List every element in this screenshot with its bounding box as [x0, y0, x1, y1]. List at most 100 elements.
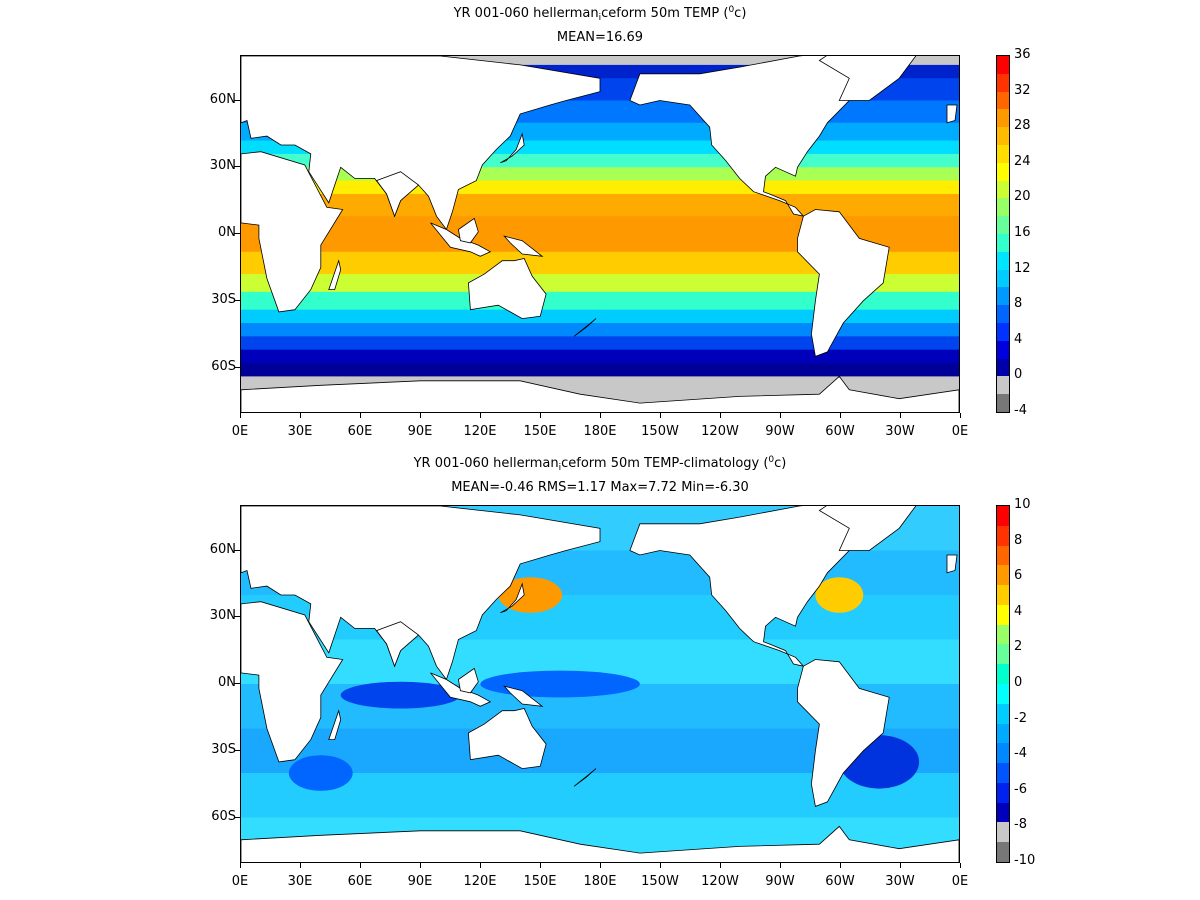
colorbar-segment [997, 545, 1009, 566]
lon-tick [720, 413, 721, 418]
lon-tick [300, 413, 301, 418]
landmass-india-ext [375, 171, 420, 218]
lon-tick-label: 150W [641, 424, 679, 439]
colorbar-segment [997, 56, 1009, 75]
landmass-north-america [629, 506, 860, 667]
lon-tick [960, 863, 961, 868]
panel-title: YR 001-060 hellermaniceform 50m TEMP (0c… [453, 5, 747, 23]
colorbar-segment [997, 234, 1009, 253]
lon-tick [720, 863, 721, 868]
lon-tick [660, 863, 661, 868]
lat-tick-label: 0N [218, 225, 236, 240]
panel-stats: MEAN=-0.46 RMS=1.17 Max=7.72 Min=-6.30 [451, 480, 749, 495]
lon-tick [480, 863, 481, 868]
colorbar-segment [997, 180, 1009, 199]
colorbar-label: -2 [1014, 710, 1027, 726]
colorbar-label: 8 [1014, 296, 1023, 312]
colorbar-segment [997, 644, 1009, 665]
landmass-north-america [629, 56, 860, 217]
colorbar-label: -4 [1014, 403, 1027, 418]
temperature-colorbar [996, 55, 1010, 413]
colorbar-label: 36 [1014, 47, 1031, 62]
lat-tick [234, 683, 240, 684]
lat-tick-label: 60S [211, 808, 236, 824]
lat-tick [234, 616, 240, 618]
colorbar-segment [997, 394, 1009, 412]
lon-tick-label: 60W [825, 424, 855, 439]
temperature-panel: YR 001-060 hellermaniceform 50m TEMP (0c… [210, 5, 1031, 439]
lon-tick-label: 0E [231, 424, 249, 439]
colorbar-label: 4 [1014, 331, 1023, 347]
lat-tick [234, 366, 240, 368]
colorbar-segment [997, 585, 1009, 606]
lon-tick [840, 863, 841, 868]
colorbar-label: 8 [1014, 532, 1023, 548]
colorbar-segment [997, 506, 1009, 527]
ocean-band [241, 193, 959, 217]
landmass-africa [241, 601, 344, 763]
colorbar-segment [997, 287, 1009, 306]
lon-tick [900, 413, 901, 418]
lon-tick [420, 863, 421, 868]
colorbar-segment [997, 376, 1009, 395]
lat-tick [234, 99, 240, 101]
lon-tick [240, 413, 241, 418]
lon-tick-label: 60E [347, 874, 373, 889]
anomaly-feature [480, 670, 640, 698]
colorbar-label: 24 [1014, 153, 1031, 169]
lon-tick-label: 90E [407, 424, 433, 439]
anomaly-colorbar [996, 505, 1010, 863]
colorbar-label: 12 [1014, 260, 1031, 276]
lat-tick-label: 30N [209, 608, 236, 624]
lat-tick-label: 60S [211, 358, 236, 374]
colorbar-label: 32 [1014, 82, 1031, 98]
ocean-band [241, 180, 959, 195]
colorbar-segment [997, 340, 1009, 360]
colorbar-segment [997, 624, 1009, 645]
lon-tick [780, 863, 781, 868]
lat-tick-label: 30S [211, 291, 236, 307]
colorbar-label: 6 [1014, 568, 1023, 584]
map-canvas [241, 506, 959, 862]
ocean-band [241, 336, 959, 351]
ocean-band [241, 251, 959, 275]
lat-tick [234, 233, 240, 234]
lon-tick-label: 30W [885, 874, 915, 889]
lon-tick-label: 60E [347, 424, 373, 439]
colorbar-segment [997, 251, 1009, 271]
landmass-australia [467, 258, 547, 320]
lon-tick-label: 150W [641, 874, 679, 889]
ocean-band [241, 274, 959, 293]
lon-tick-label: 120W [701, 424, 739, 439]
map-canvas [241, 56, 959, 412]
lon-tick [840, 413, 841, 418]
landmass-south-america [797, 659, 890, 807]
lon-tick [600, 413, 601, 418]
colorbar-segment [997, 127, 1009, 146]
colorbar-segment [997, 73, 1009, 93]
lon-tick [600, 863, 601, 868]
colorbar-segment [997, 565, 1009, 586]
colorbar-label: -4 [1014, 746, 1027, 762]
lon-tick-label: 150E [523, 424, 557, 439]
lon-tick [360, 863, 361, 868]
lon-tick-label: 30E [287, 424, 313, 439]
landmass-madagascar [328, 259, 342, 291]
lon-tick-label: 120E [463, 874, 497, 889]
ocean-band [241, 309, 959, 324]
colorbar-segment [997, 604, 1009, 626]
ocean-band [241, 363, 959, 377]
lon-tick-label: 90W [765, 874, 795, 889]
anomaly-feature [288, 755, 353, 791]
landmass-newguinea [503, 685, 544, 707]
landmass-greenland [818, 56, 917, 101]
landmass-africa [241, 151, 344, 313]
colorbar-segment [997, 763, 1009, 784]
anomaly-map [240, 505, 960, 863]
colorbar-label: 10 [1014, 497, 1031, 512]
lon-tick-label: 150E [523, 874, 557, 889]
lon-tick-label: 0E [951, 424, 969, 439]
lon-tick-label: 30E [287, 874, 313, 889]
lat-tick-label: 60N [209, 541, 236, 557]
landmass-antarctica [241, 375, 959, 412]
